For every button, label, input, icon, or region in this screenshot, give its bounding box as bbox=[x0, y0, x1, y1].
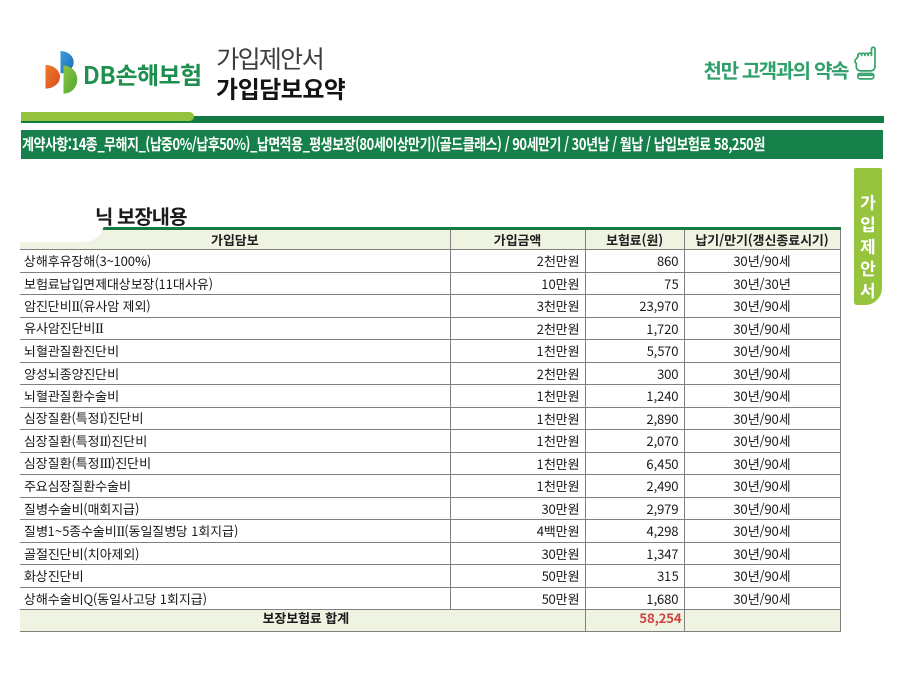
svg-text:DB손해보험: DB손해보험 bbox=[83, 56, 202, 91]
